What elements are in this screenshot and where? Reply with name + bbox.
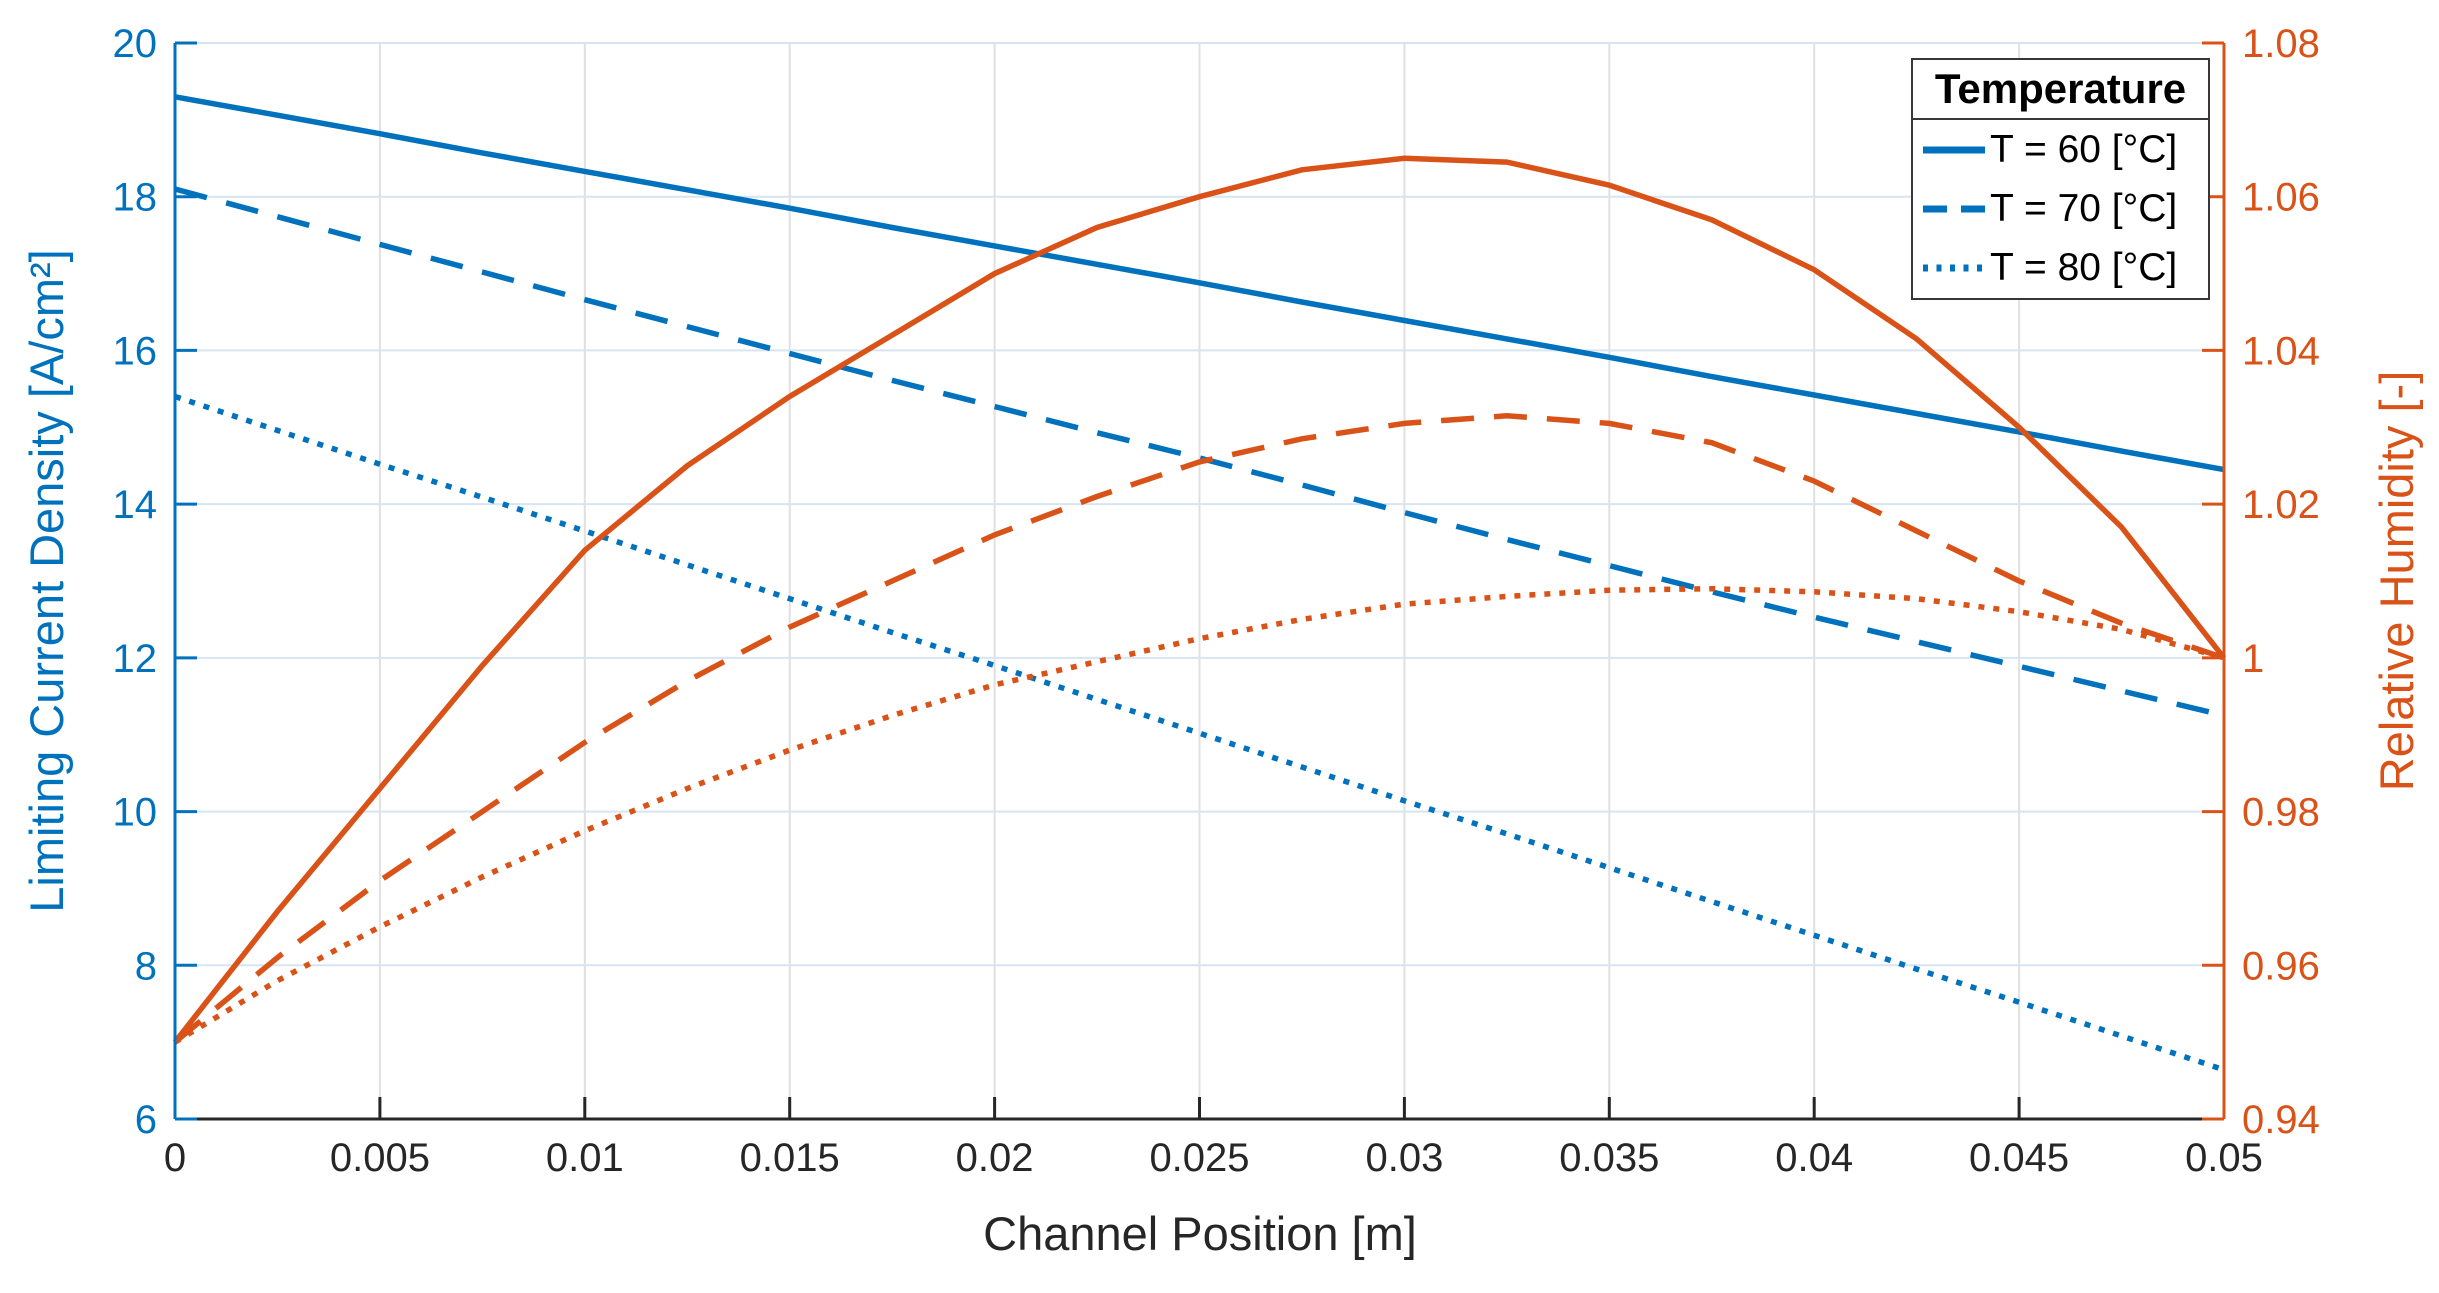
x-tick-label: 0.005 — [330, 1136, 430, 1180]
series-line-right-dashed — [173, 413, 2225, 1045]
x-tick-label: 0 — [164, 1136, 186, 1180]
y-axis-left-title: Limiting Current Density [A/cm²] — [20, 249, 73, 913]
left-tick-label: 6 — [135, 1098, 157, 1142]
left-tick-label: 8 — [135, 944, 157, 988]
x-axis-title: Channel Position [m] — [983, 1207, 1417, 1260]
x-tick-label: 0.02 — [956, 1136, 1034, 1180]
right-tick-label: 0.98 — [2242, 791, 2320, 835]
right-tick-label: 1.06 — [2242, 176, 2320, 220]
x-tick-label: 0.01 — [546, 1136, 624, 1180]
legend-item-label: T = 80 [°C] — [1990, 245, 2178, 289]
x-tick-label: 0.025 — [1149, 1136, 1249, 1180]
legend-title: Temperature — [1913, 60, 2208, 120]
x-tick-label: 0.04 — [1775, 1136, 1853, 1180]
x-tick-label: 0.05 — [2185, 1136, 2263, 1180]
right-tick-label: 1.04 — [2242, 329, 2320, 373]
x-tick-label: 0.035 — [1559, 1136, 1659, 1180]
legend-item-t80: T = 80 [°C] — [1913, 238, 2208, 297]
right-tick-label: 1.08 — [2242, 22, 2320, 66]
legend-line-dashed-icon — [1923, 205, 1985, 212]
series-line-left-solid — [174, 94, 2225, 473]
right-tick-label: 1 — [2242, 637, 2264, 681]
legend-item-label: T = 60 [°C] — [1990, 127, 2178, 171]
y-axis-right-title: Relative Humidity [-] — [2370, 370, 2423, 792]
series-line-left-dashed — [174, 186, 2225, 719]
left-tick-label: 10 — [113, 791, 158, 835]
x-tick-label: 0.045 — [1969, 1136, 2069, 1180]
legend-line-dotted-icon — [1923, 264, 1985, 271]
left-tick-label: 20 — [113, 22, 158, 66]
right-tick-label: 1.02 — [2242, 483, 2320, 527]
left-tick-label: 18 — [113, 176, 158, 220]
left-tick-label: 12 — [113, 637, 158, 681]
legend-item-label: T = 70 [°C] — [1990, 186, 2178, 230]
legend: Temperature T = 60 [°C] T = 70 [°C] T = … — [1911, 58, 2210, 300]
legend-items: T = 60 [°C] T = 70 [°C] T = 80 [°C] — [1913, 120, 2208, 297]
series-line-right-solid — [172, 155, 2227, 1044]
left-tick-label: 14 — [113, 483, 158, 527]
right-tick-label: 0.94 — [2242, 1098, 2320, 1142]
legend-line-solid-icon — [1923, 146, 1985, 153]
left-tick-label: 16 — [113, 329, 158, 373]
legend-item-t60: T = 60 [°C] — [1913, 120, 2208, 179]
x-tick-label: 0.03 — [1365, 1136, 1443, 1180]
right-tick-label: 0.96 — [2242, 944, 2320, 988]
x-tick-label: 0.015 — [740, 1136, 840, 1180]
legend-item-t70: T = 70 [°C] — [1913, 179, 2208, 238]
